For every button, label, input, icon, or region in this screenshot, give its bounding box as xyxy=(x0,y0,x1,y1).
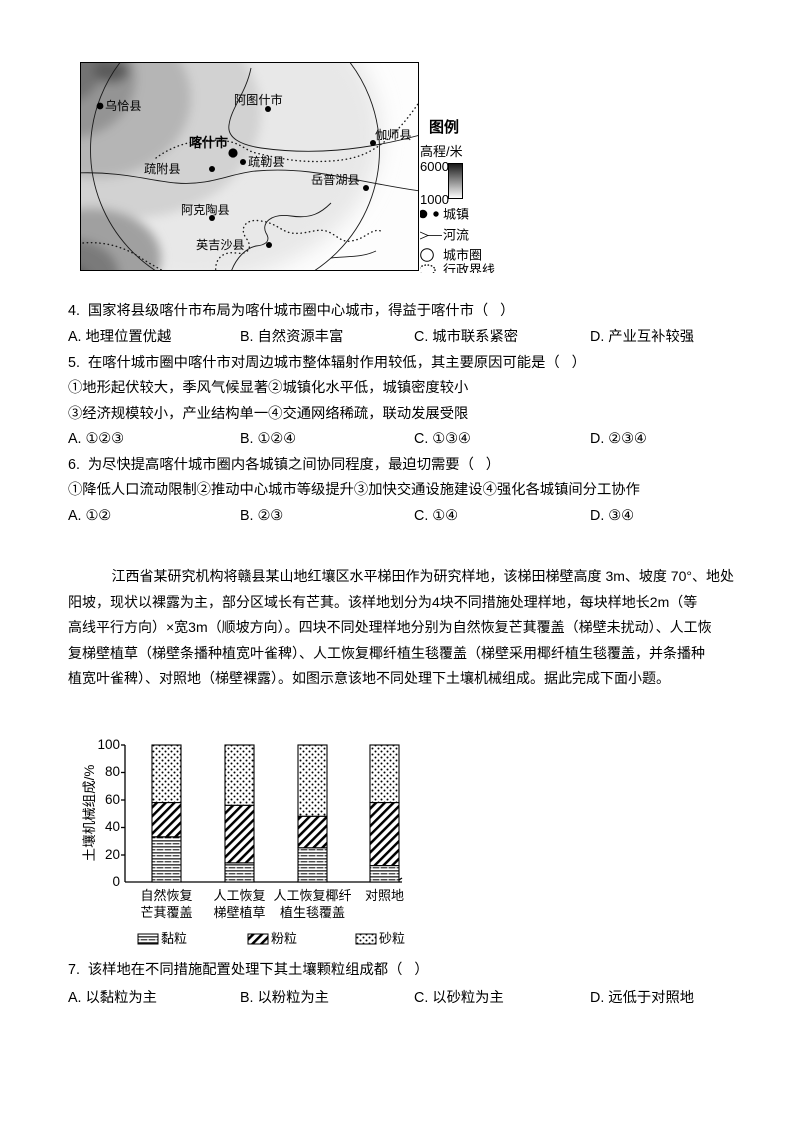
svg-text:乌恰县: 乌恰县 xyxy=(105,98,142,113)
svg-text:粉粒: 粉粒 xyxy=(271,931,297,946)
svg-text:0: 0 xyxy=(112,874,120,889)
svg-text:行政界线: 行政界线 xyxy=(443,263,495,274)
svg-text:对照地: 对照地 xyxy=(365,888,404,903)
svg-text:城市圈: 城市圈 xyxy=(443,248,482,263)
svg-text:20: 20 xyxy=(105,847,120,862)
svg-text:阿克陶县: 阿克陶县 xyxy=(181,202,230,217)
svg-text:疏勒县: 疏勒县 xyxy=(248,154,285,169)
svg-text:黏粒: 黏粒 xyxy=(161,931,187,946)
svg-text:河流: 河流 xyxy=(443,228,469,243)
svg-text:城镇: 城镇 xyxy=(443,208,469,222)
svg-text:梯壁植草: 梯壁植草 xyxy=(213,905,265,920)
svg-text:植生毯覆盖: 植生毯覆盖 xyxy=(280,905,345,920)
svg-text:砂粒: 砂粒 xyxy=(379,931,405,946)
svg-text:人工恢复椰纤: 人工恢复椰纤 xyxy=(273,888,351,903)
svg-text:自然恢复: 自然恢复 xyxy=(140,888,192,903)
svg-text:80: 80 xyxy=(105,764,120,779)
svg-text:芒萁覆盖: 芒萁覆盖 xyxy=(140,905,192,920)
svg-text:60: 60 xyxy=(105,792,120,807)
svg-text:英吉沙县: 英吉沙县 xyxy=(196,238,245,252)
svg-text:人工恢复: 人工恢复 xyxy=(213,888,265,903)
svg-text:100: 100 xyxy=(97,737,120,752)
svg-text:疏附县: 疏附县 xyxy=(144,161,181,176)
svg-text:岳普湖县: 岳普湖县 xyxy=(311,172,360,187)
svg-text:阿图什市: 阿图什市 xyxy=(234,92,283,107)
svg-text:伽师县: 伽师县 xyxy=(375,127,412,142)
svg-text:40: 40 xyxy=(105,819,120,834)
svg-text:土壤机械组成/%: 土壤机械组成/% xyxy=(81,765,97,862)
svg-text:喀什市: 喀什市 xyxy=(189,135,228,150)
